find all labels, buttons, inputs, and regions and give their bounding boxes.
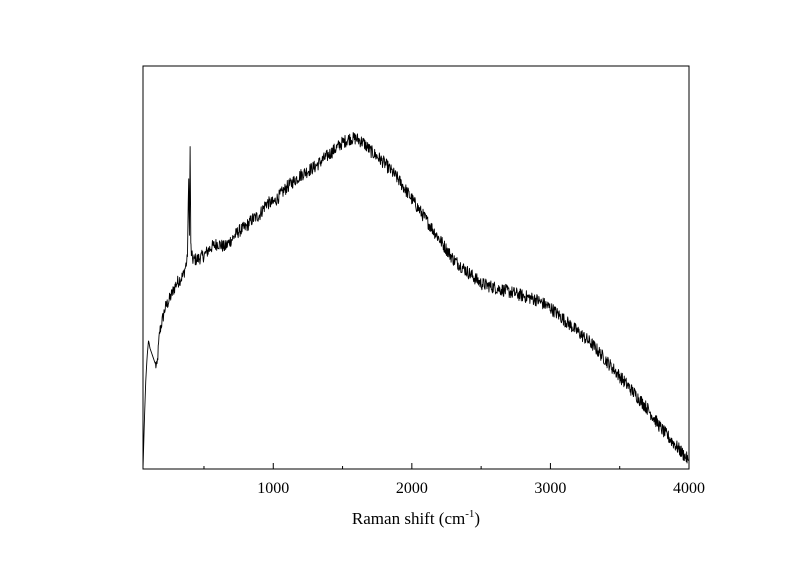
x-axis-title: Raman shift (cm-1) (352, 508, 480, 528)
x-major-ticks (272, 463, 690, 469)
x-minor-ticks (203, 466, 621, 469)
spectrum-line (142, 131, 690, 470)
x-tick-label: 4000 (673, 480, 705, 497)
x-tick-labels: 1000 2000 3000 4000 (257, 480, 705, 497)
x-axis-title-main: Raman shift (cm (352, 509, 465, 528)
x-axis-title-tail: ) (474, 509, 480, 528)
x-tick-label: 2000 (396, 480, 428, 497)
x-tick-label: 1000 (257, 480, 289, 497)
x-tick-label: 3000 (534, 480, 566, 497)
plot-frame (142, 65, 690, 470)
x-axis-title-superscript: -1 (465, 508, 474, 520)
